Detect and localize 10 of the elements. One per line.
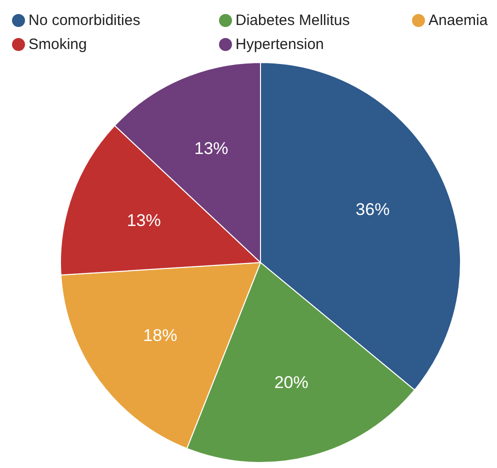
- data-label: 36%: [356, 200, 390, 220]
- legend-label: Hypertension: [236, 36, 324, 53]
- data-label: 18%: [143, 326, 178, 345]
- data-label: 20%: [274, 373, 308, 392]
- legend-label: Diabetes Mellitus: [236, 12, 350, 29]
- data-label: 13%: [194, 139, 228, 158]
- data-label: 13%: [126, 210, 161, 230]
- legend-label: Anaemia: [428, 12, 488, 29]
- legend-label: No comorbidities: [28, 12, 140, 29]
- legend-label: Smoking: [28, 36, 87, 53]
